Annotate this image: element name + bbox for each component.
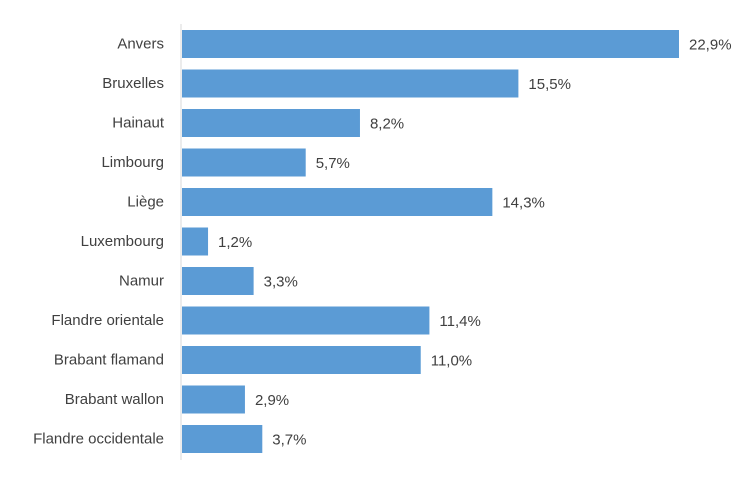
bars [182,30,679,453]
value-labels: 22,9% 15,5% 8,2% 5,7% 14,3% 1,2% 3,3% 11,4% 11,0… [218,37,732,449]
category-label: Flandre orientale [51,312,164,329]
bar [182,267,254,295]
category-label: Brabant wallon [65,391,164,408]
category-label: Luxembourg [81,233,164,250]
value-label: 5,7% [316,155,350,172]
value-label: 11,4% [439,313,480,330]
category-label: Anvers [117,36,164,53]
bar [182,30,679,58]
value-label: 2,9% [255,392,289,409]
bar [182,69,519,98]
bar [182,425,263,453]
bar [182,306,430,335]
value-label: 14,3% [502,195,545,212]
category-label: Hainaut [112,115,165,132]
category-labels: Anvers Bruxelles Hainaut Limbourg Liège Luxem… [33,36,165,448]
bar [182,346,421,374]
value-label: 3,3% [264,274,298,291]
value-label: 3,7% [272,432,306,449]
category-label: Flandre occidentale [33,431,164,448]
value-label: 11,0% [431,353,472,370]
category-label: Namur [119,273,164,290]
bar [182,148,306,177]
value-label: 22,9% [689,37,732,54]
value-label: 8,2% [370,116,404,133]
category-label: Liège [127,194,164,211]
value-label: 15,5% [528,76,571,93]
category-label: Limbourg [101,154,164,171]
category-label: Brabant flamand [54,352,164,369]
category-label: Bruxelles [102,75,164,92]
bar [182,188,493,216]
value-label: 1,2% [218,234,252,251]
bar [182,227,209,256]
bar [182,109,360,137]
bar [182,385,245,414]
